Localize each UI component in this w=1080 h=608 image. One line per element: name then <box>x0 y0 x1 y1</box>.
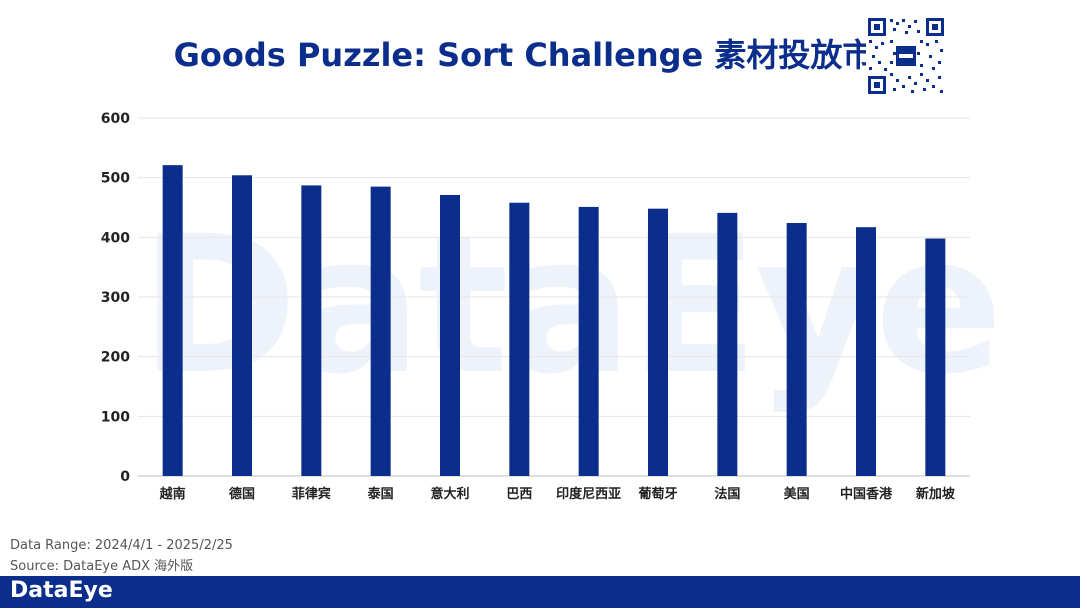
qr-code-icon <box>866 16 946 96</box>
bar <box>232 175 252 476</box>
y-tick-label: 100 <box>101 409 130 425</box>
y-tick-label: 200 <box>101 350 130 366</box>
x-tick-label: 菲律宾 <box>292 486 331 502</box>
y-tick-label: 500 <box>101 171 130 187</box>
data-range: Data Range: 2024/4/1 - 2025/2/25 <box>10 538 233 553</box>
x-tick-label: 法国 <box>714 486 740 502</box>
x-tick-label: 印度尼西亚 <box>556 486 621 502</box>
brand-logo: DataEye <box>10 578 113 603</box>
x-tick-label: 意大利 <box>430 486 469 502</box>
bar <box>786 223 807 476</box>
bar <box>856 227 876 476</box>
data-source: Source: DataEye ADX 海外版 <box>10 559 194 574</box>
y-tick-label: 0 <box>120 469 130 485</box>
bar <box>370 186 391 476</box>
y-tick-label: 400 <box>101 230 130 246</box>
x-tick-label: 泰国 <box>367 486 394 502</box>
bar <box>648 208 668 476</box>
bar <box>925 238 946 476</box>
bar <box>578 206 599 477</box>
bar <box>301 185 322 476</box>
x-tick-label: 葡萄牙 <box>637 486 677 502</box>
x-tick-label: 中国香港 <box>840 486 893 502</box>
y-tick-label: 600 <box>101 111 130 127</box>
bar <box>440 194 460 476</box>
bar <box>717 212 738 476</box>
chart-title: Goods Puzzle: Sort Challenge 素材投放市场 <box>173 36 907 74</box>
x-tick-label: 美国 <box>784 486 810 502</box>
x-tick-label: 越南 <box>159 486 186 502</box>
bar <box>162 165 183 477</box>
x-tick-label: 巴西 <box>506 487 532 502</box>
footer-bar: DataEye <box>0 576 1080 608</box>
x-tick-label: 德国 <box>229 486 255 502</box>
bar <box>509 202 530 476</box>
x-tick-label: 新加坡 <box>916 486 956 502</box>
y-tick-label: 300 <box>101 290 130 306</box>
